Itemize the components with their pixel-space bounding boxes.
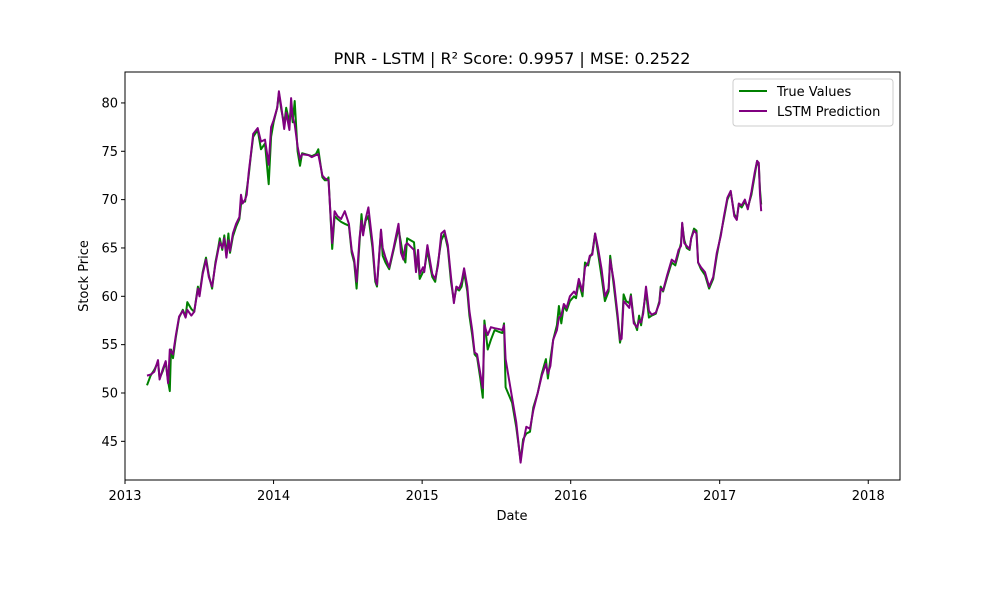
y-axis: 45 50 55 60 65 70 75 80 — [101, 96, 125, 450]
y-tick-label: 45 — [101, 435, 118, 450]
x-tick-label: 2014 — [257, 489, 290, 504]
legend-label: True Values — [776, 85, 851, 100]
legend-box — [732, 78, 894, 127]
x-axis-label: Date — [496, 509, 527, 524]
x-tick-label: 2018 — [852, 489, 885, 504]
legend: True Values LSTM Prediction — [732, 78, 894, 127]
series-layer — [146, 90, 763, 464]
x-tick-label: 2017 — [703, 489, 736, 504]
y-axis-label: Stock Price — [77, 240, 92, 312]
plot-area-frame — [124, 71, 901, 481]
y-tick-label: 60 — [101, 290, 118, 305]
x-tick-label: 2016 — [554, 489, 587, 504]
y-tick-label: 80 — [101, 96, 118, 111]
series-line-lstm-prediction — [146, 90, 763, 464]
y-tick-label: 65 — [101, 241, 118, 256]
y-tick-label: 70 — [101, 193, 118, 208]
legend-label: LSTM Prediction — [777, 105, 880, 120]
y-tick-label: 55 — [101, 338, 118, 353]
chart-title: PNR - LSTM | R² Score: 0.9957 | MSE: 0.2… — [334, 49, 691, 68]
x-axis: 2013 2014 2015 2016 2017 2018 — [108, 480, 885, 504]
y-tick-label: 75 — [101, 145, 118, 160]
x-tick-label: 2015 — [406, 489, 439, 504]
x-tick-label: 2013 — [108, 489, 141, 504]
y-tick-label: 50 — [101, 386, 118, 401]
